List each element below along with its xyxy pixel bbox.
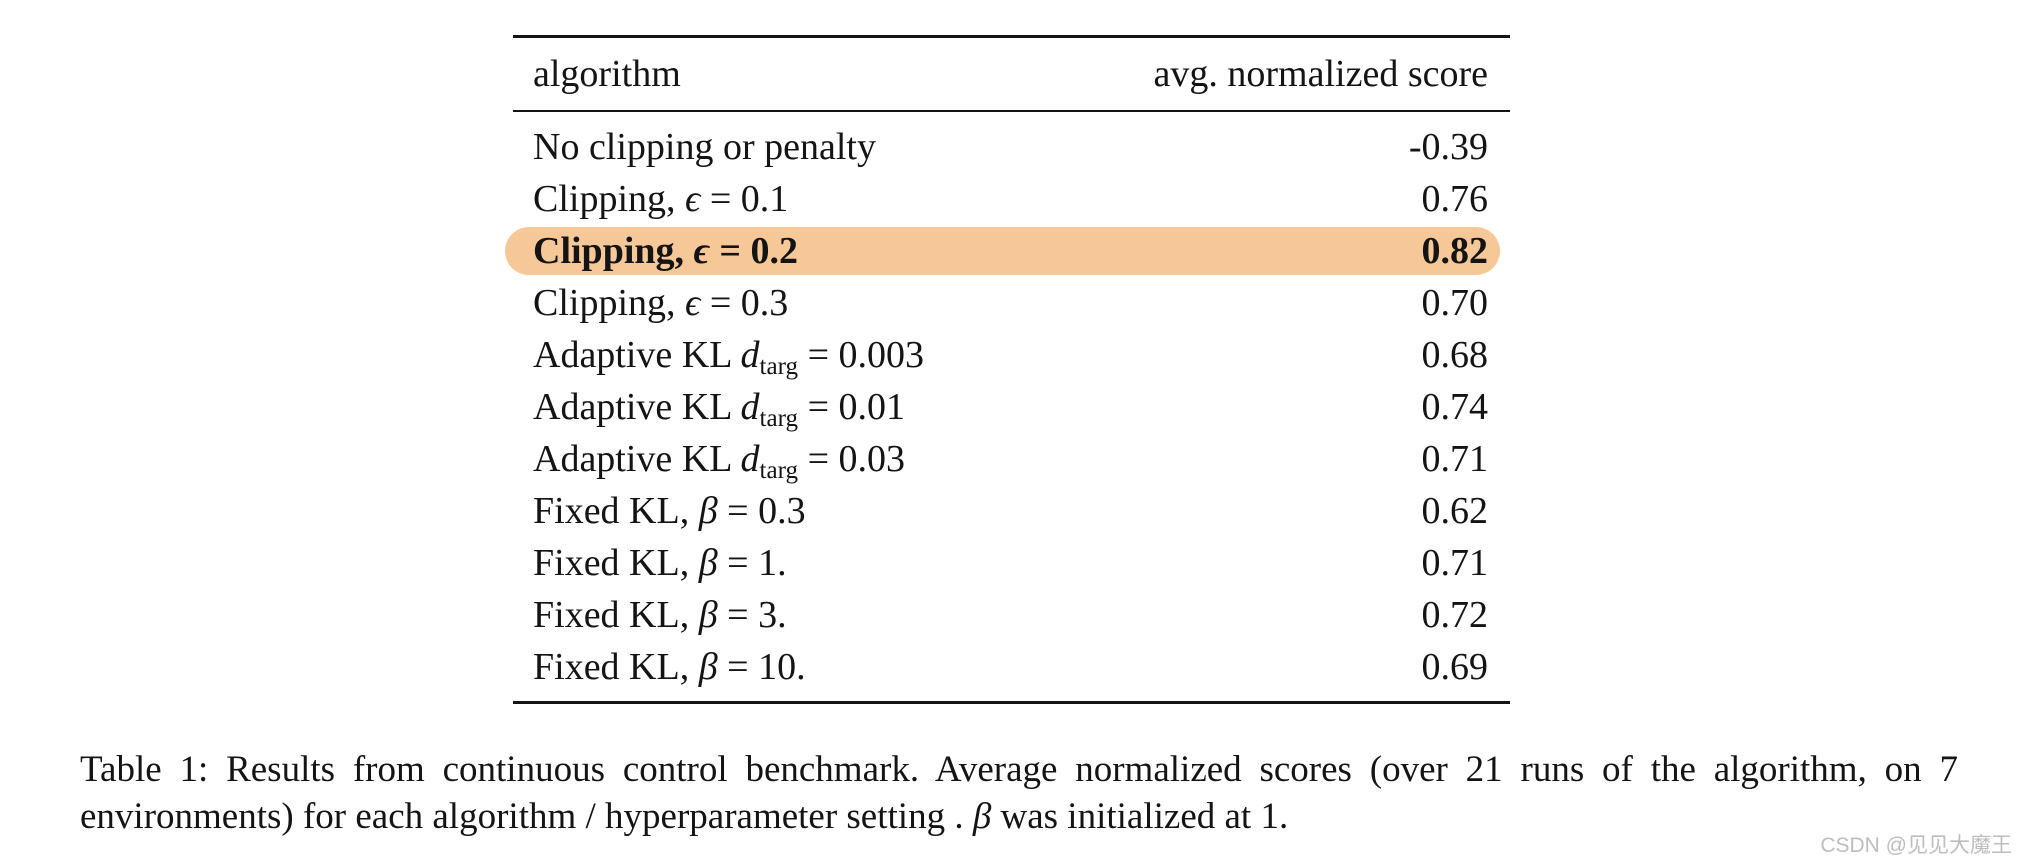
algorithm-label: Clipping, bbox=[533, 282, 686, 324]
score-cell: 0.69 bbox=[1421, 646, 1489, 688]
algorithm-label: Fixed KL, bbox=[533, 646, 699, 688]
watermark: CSDN @见见大魔王 bbox=[1820, 834, 2012, 857]
caption-text: Table 1: Results from continuous control… bbox=[80, 749, 1958, 837]
math-var: ϵ bbox=[685, 282, 701, 324]
table-body: No clipping or penalty -0.39 Clipping, ϵ… bbox=[505, 112, 1510, 701]
table-row: Clipping, ϵ = 0.1 0.76 bbox=[513, 173, 1510, 225]
math-subscript: targ bbox=[759, 457, 799, 485]
math-subscript: targ bbox=[759, 405, 799, 433]
algorithm-label: Fixed KL, bbox=[533, 594, 699, 636]
algorithm-label: Fixed KL, bbox=[533, 542, 699, 584]
algorithm-value: = 0.3 bbox=[717, 490, 806, 532]
algorithm-label: Clipping, bbox=[533, 178, 686, 220]
algorithm-value: = 0.03 bbox=[798, 438, 906, 480]
math-var: β bbox=[698, 594, 718, 636]
math-var: β bbox=[698, 646, 718, 688]
table-row: Adaptive KL dtarg = 0.01 0.74 bbox=[513, 381, 1510, 433]
algorithm-cell: Clipping, ϵ = 0.2 bbox=[513, 229, 1422, 273]
table-row: Fixed KL, β = 3. 0.72 bbox=[513, 589, 1510, 641]
score-cell: 0.68 bbox=[1421, 334, 1489, 376]
algorithm-value: = 1. bbox=[717, 542, 787, 584]
algorithm-cell: No clipping or penalty bbox=[513, 125, 1409, 169]
math-var: d bbox=[740, 386, 760, 428]
algorithm-value: = 0.3 bbox=[700, 282, 789, 324]
table-header-rule bbox=[513, 110, 1510, 112]
algorithm-value: = 0.01 bbox=[798, 386, 906, 428]
math-var: d bbox=[740, 334, 760, 376]
table-top-rule bbox=[513, 35, 1510, 38]
score-cell: 0.82 bbox=[1421, 230, 1489, 272]
algorithm-label: No clipping or penalty bbox=[533, 126, 876, 168]
caption-math-var: β bbox=[972, 796, 992, 837]
column-header-score: avg. normalized score bbox=[1153, 53, 1488, 95]
algorithm-cell: Fixed KL, β = 10. bbox=[513, 645, 1422, 689]
column-header-algorithm: algorithm bbox=[533, 53, 681, 95]
table-row: No clipping or penalty -0.39 bbox=[513, 121, 1510, 173]
score-cell: 0.70 bbox=[1421, 282, 1489, 324]
algorithm-cell: Fixed KL, β = 3. bbox=[513, 593, 1422, 637]
table-row: Fixed KL, β = 1. 0.71 bbox=[513, 537, 1510, 589]
math-var: ϵ bbox=[693, 230, 710, 272]
algorithm-cell: Fixed KL, β = 0.3 bbox=[513, 489, 1422, 533]
math-var: d bbox=[740, 438, 760, 480]
score-cell: 0.71 bbox=[1421, 542, 1489, 584]
table-row: Adaptive KL dtarg = 0.03 0.71 bbox=[513, 433, 1510, 485]
algorithm-label: Clipping, bbox=[533, 230, 694, 272]
algorithm-label: Adaptive KL bbox=[533, 334, 741, 376]
algorithm-value: = 0.003 bbox=[798, 334, 925, 376]
score-cell: 0.72 bbox=[1421, 594, 1489, 636]
algorithm-cell: Adaptive KL dtarg = 0.03 bbox=[513, 437, 1422, 485]
algorithm-value: = 3. bbox=[717, 594, 787, 636]
algorithm-cell: Adaptive KL dtarg = 0.01 bbox=[513, 385, 1422, 433]
score-cell: 0.71 bbox=[1421, 438, 1489, 480]
score-cell: 0.76 bbox=[1421, 178, 1489, 220]
algorithm-cell: Clipping, ϵ = 0.1 bbox=[513, 177, 1422, 221]
math-subscript: targ bbox=[759, 353, 799, 381]
caption-text-after: was initialized at 1. bbox=[991, 796, 1289, 837]
table-row: Adaptive KL dtarg = 0.003 0.68 bbox=[513, 329, 1510, 381]
table-bottom-rule bbox=[513, 701, 1510, 704]
table-header-row: algorithm avg. normalized score bbox=[513, 38, 1510, 110]
algorithm-value: = 0.1 bbox=[700, 178, 789, 220]
results-table: algorithm avg. normalized score No clipp… bbox=[505, 35, 1510, 704]
algorithm-value: = 10. bbox=[717, 646, 806, 688]
algorithm-label: Adaptive KL bbox=[533, 438, 741, 480]
table-row: Clipping, ϵ = 0.3 0.70 bbox=[513, 277, 1510, 329]
algorithm-cell: Adaptive KL dtarg = 0.003 bbox=[513, 333, 1422, 381]
table-row: Fixed KL, β = 0.3 0.62 bbox=[513, 485, 1510, 537]
table-caption: Table 1: Results from continuous control… bbox=[80, 746, 1958, 840]
algorithm-label: Fixed KL, bbox=[533, 490, 699, 532]
algorithm-cell: Clipping, ϵ = 0.3 bbox=[513, 281, 1422, 325]
math-var: β bbox=[698, 542, 718, 584]
table-row: Fixed KL, β = 10. 0.69 bbox=[513, 641, 1510, 693]
algorithm-cell: Fixed KL, β = 1. bbox=[513, 541, 1422, 585]
score-cell: 0.62 bbox=[1421, 490, 1489, 532]
math-var: ϵ bbox=[685, 178, 701, 220]
score-cell: -0.39 bbox=[1408, 126, 1488, 168]
table-row-highlighted: Clipping, ϵ = 0.2 0.82 bbox=[505, 225, 1510, 277]
algorithm-value: = 0.2 bbox=[709, 230, 799, 272]
score-cell: 0.74 bbox=[1421, 386, 1489, 428]
math-var: β bbox=[698, 490, 718, 532]
algorithm-label: Adaptive KL bbox=[533, 386, 741, 428]
